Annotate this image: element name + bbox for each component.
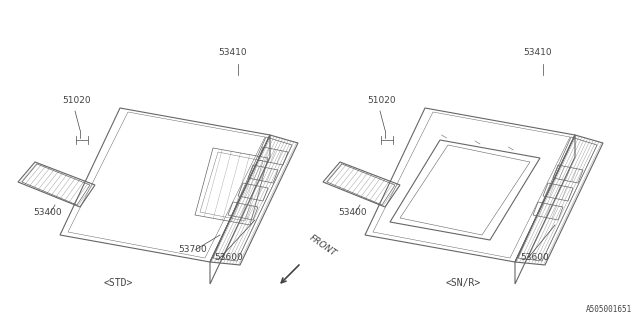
Text: 53600: 53600 — [520, 253, 548, 262]
Text: 53410: 53410 — [523, 48, 552, 57]
Text: 53600: 53600 — [214, 253, 243, 262]
Text: 51020: 51020 — [367, 96, 396, 105]
Text: A505001651: A505001651 — [586, 305, 632, 314]
Text: 53410: 53410 — [218, 48, 246, 57]
Text: <STD>: <STD> — [103, 278, 132, 288]
Text: 53400: 53400 — [33, 208, 61, 217]
Text: <SN/R>: <SN/R> — [445, 278, 481, 288]
Text: FRONT: FRONT — [308, 233, 339, 258]
Text: 53700: 53700 — [178, 245, 207, 254]
Text: 51020: 51020 — [62, 96, 91, 105]
Text: 53400: 53400 — [338, 208, 367, 217]
